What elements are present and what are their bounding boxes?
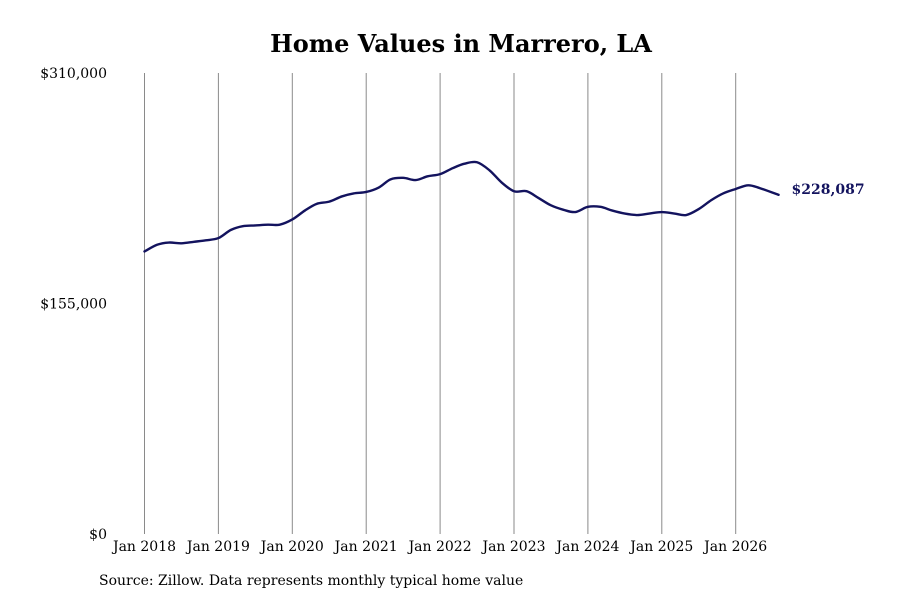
y-tick-label: $310,000 bbox=[40, 66, 107, 82]
vertical-gridlines bbox=[144, 73, 737, 534]
series-group bbox=[143, 160, 780, 253]
x-tick-label: Jan 2022 bbox=[407, 539, 472, 555]
home-value-line bbox=[143, 160, 780, 253]
x-tick-label: Jan 2019 bbox=[185, 539, 250, 555]
x-tick-label: Jan 2020 bbox=[259, 539, 324, 555]
y-tick-label: $0 bbox=[89, 527, 107, 543]
last-value-label: $228,087 bbox=[792, 182, 865, 198]
chart-title: Home Values in Marrero, LA bbox=[270, 29, 652, 58]
x-tick-label: Jan 2025 bbox=[628, 539, 693, 555]
x-tick-label: Jan 2018 bbox=[111, 539, 176, 555]
x-tick-label: Jan 2021 bbox=[333, 539, 398, 555]
x-tick-label: Jan 2024 bbox=[554, 539, 619, 555]
y-axis: $0 $155,000 $310,000 bbox=[40, 66, 107, 543]
x-tick-label: Jan 2023 bbox=[480, 539, 545, 555]
x-tick-label: Jan 2026 bbox=[702, 539, 767, 555]
y-tick-label: $155,000 bbox=[40, 297, 107, 313]
source-note: Source: Zillow. Data represents monthly … bbox=[99, 573, 524, 589]
x-axis: Jan 2018 Jan 2019 Jan 2020 Jan 2021 Jan 2022… bbox=[111, 539, 767, 555]
